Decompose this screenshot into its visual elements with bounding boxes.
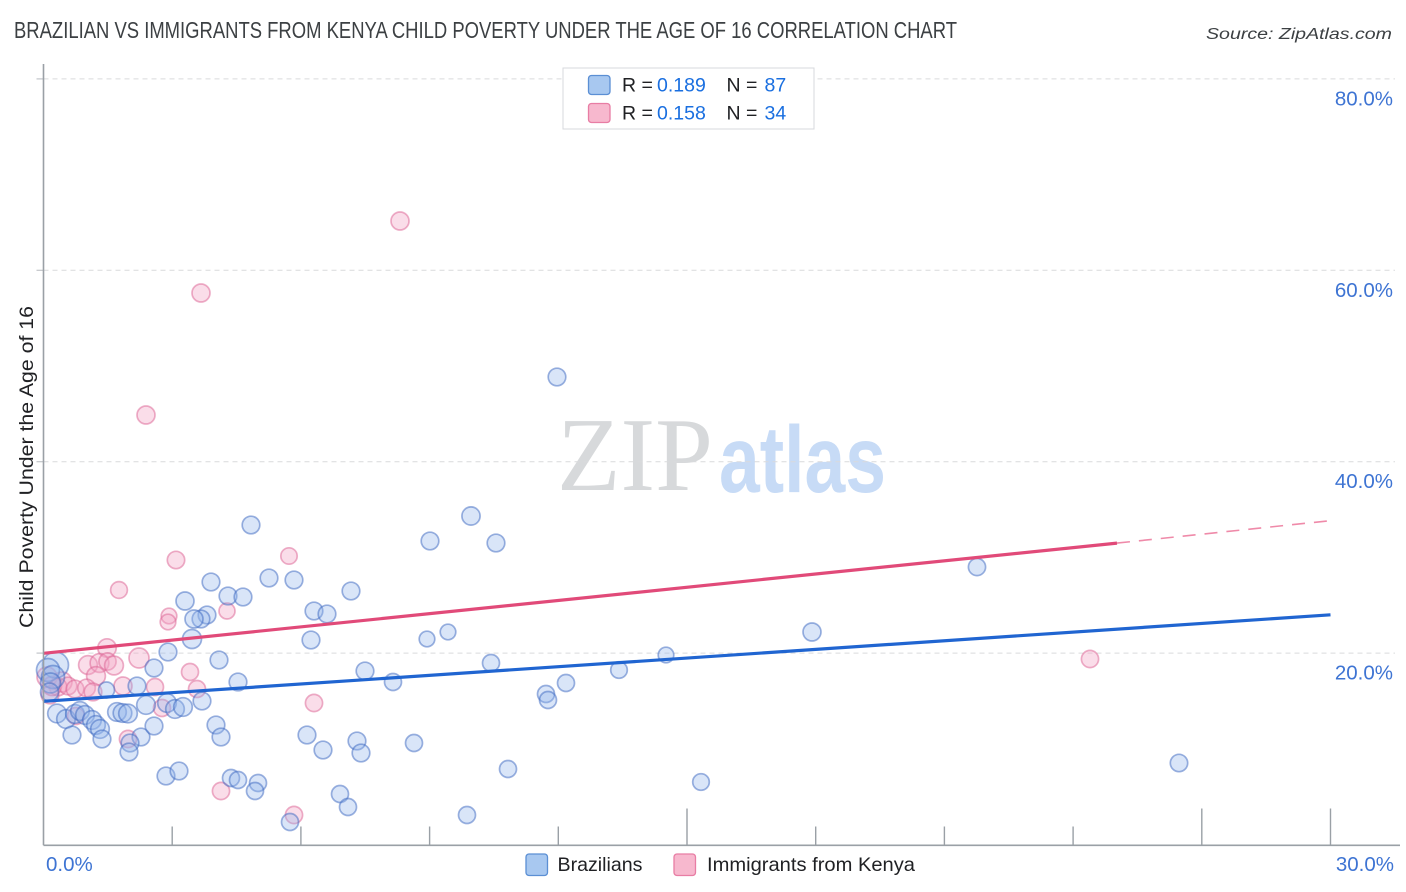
svg-text:Child Poverty Under the Age of: Child Poverty Under the Age of 16 [16,306,38,628]
svg-text:34: 34 [765,103,787,125]
svg-text:BRAZILIAN VS IMMIGRANTS FROM K: BRAZILIAN VS IMMIGRANTS FROM KENYA CHILD… [14,17,957,43]
svg-text:N =: N = [727,103,758,125]
svg-text:0.0%: 0.0% [46,853,93,876]
svg-text:87: 87 [765,75,787,97]
svg-text:40.0%: 40.0% [1335,470,1393,493]
svg-text:Source: ZipAtlas.com: Source: ZipAtlas.com [1206,26,1392,43]
svg-text:60.0%: 60.0% [1335,279,1393,302]
svg-text:20.0%: 20.0% [1335,662,1393,685]
svg-text:R =: R = [622,75,653,97]
svg-text:atlas: atlas [719,407,886,513]
svg-text:ZIP: ZIP [557,396,713,513]
svg-text:R =: R = [622,103,653,125]
svg-text:N =: N = [727,75,758,97]
svg-text:Immigrants from Kenya: Immigrants from Kenya [707,854,915,876]
svg-text:30.0%: 30.0% [1336,853,1394,876]
svg-text:Brazilians: Brazilians [558,854,643,876]
svg-text:0.189: 0.189 [657,75,706,97]
svg-text:0.158: 0.158 [657,103,706,125]
svg-text:80.0%: 80.0% [1335,87,1393,110]
